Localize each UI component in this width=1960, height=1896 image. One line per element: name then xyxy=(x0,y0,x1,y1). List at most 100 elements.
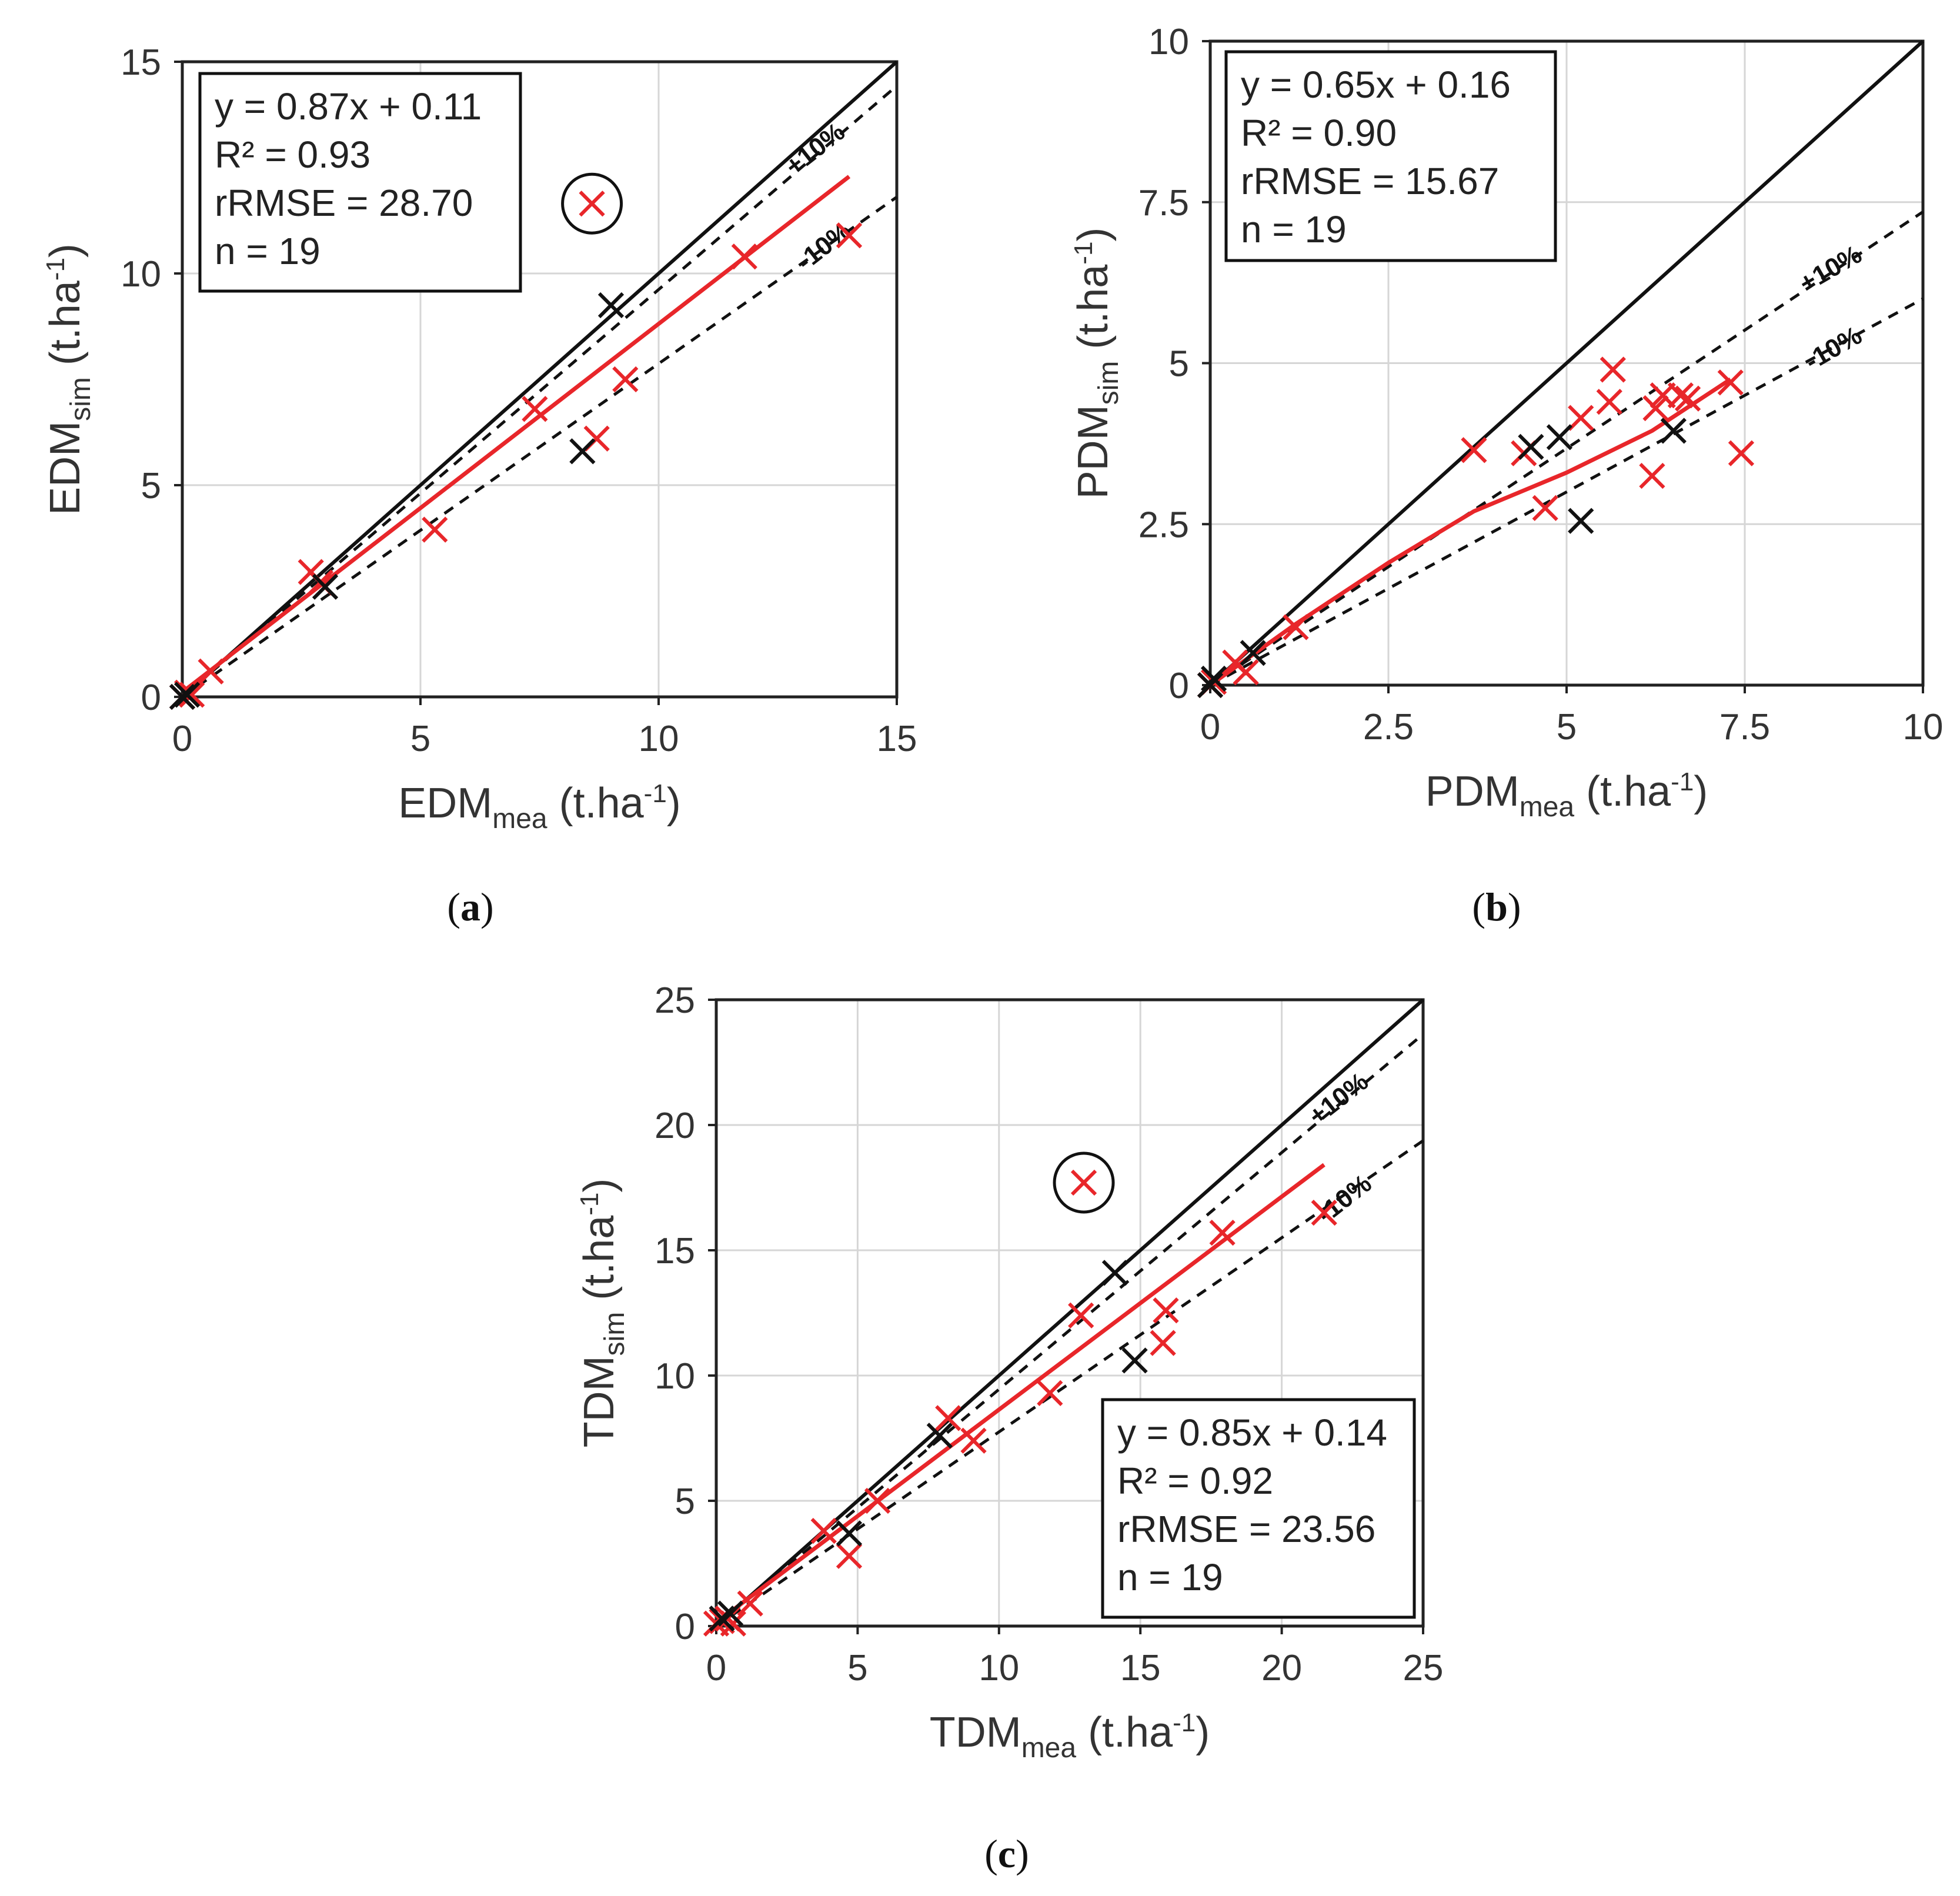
black-data-point xyxy=(1660,418,1687,444)
x-tick-label: 5 xyxy=(1557,707,1577,747)
red-data-point xyxy=(1728,440,1755,466)
stats-line: R² = 0.92 xyxy=(1117,1460,1273,1502)
y-tick-label: 15 xyxy=(655,1231,695,1271)
red-data-point xyxy=(1311,1199,1337,1226)
y-tick-label: 0 xyxy=(675,1607,695,1647)
minus10-line xyxy=(1209,297,1924,687)
x-tick-label: 25 xyxy=(1403,1648,1444,1688)
outlier-circle xyxy=(561,172,623,235)
red-data-point xyxy=(1233,659,1259,686)
red-data-point xyxy=(1068,1302,1094,1328)
one-to-one-line xyxy=(181,60,898,699)
stats-line: R² = 0.93 xyxy=(215,133,370,176)
stats-line: y = 0.65x + 0.16 xyxy=(1241,64,1511,106)
black-data-point xyxy=(1197,672,1224,699)
red-data-point xyxy=(1674,385,1701,412)
y-tick-label: 5 xyxy=(675,1481,695,1522)
black-data-point xyxy=(717,1600,744,1627)
black-data-point xyxy=(173,682,201,708)
y-tick-label: 15 xyxy=(121,42,161,83)
y-tick-label: 20 xyxy=(655,1106,695,1146)
x-tick-label: 0 xyxy=(706,1648,726,1688)
chart-panel-c: 0 5 10 15 20 25 0 5 10 15 20 25 TDMmea (t.ha-1) TDMsi… xyxy=(575,980,1443,1876)
red-data-point xyxy=(836,222,863,249)
x-tick-label: 0 xyxy=(1200,707,1220,747)
chart-panel-a: 0 5 10 15 0 5 10 15 EDMmea (t.ha-1) EDMsim (t.ha-… xyxy=(41,42,917,929)
plus10-line xyxy=(715,1033,1424,1627)
red-data-point xyxy=(1070,1169,1097,1196)
stats-box xyxy=(198,72,522,293)
panel-label: (c) xyxy=(984,1831,1029,1876)
red-data-point xyxy=(1461,437,1487,463)
red-data-point xyxy=(1153,1297,1179,1324)
y-tick-label: 0 xyxy=(1169,666,1189,706)
red-data-point xyxy=(1600,356,1626,383)
black-data-point xyxy=(1200,665,1227,692)
y-tick-label: 5 xyxy=(141,466,161,506)
x-tick-label: 10 xyxy=(1903,707,1944,747)
red-data-point xyxy=(864,1487,891,1514)
stats-line: n = 19 xyxy=(215,230,320,272)
y-tick-label: 10 xyxy=(121,254,161,295)
minus10-line xyxy=(181,195,898,699)
red-data-point xyxy=(579,191,605,217)
y-tick-label: 10 xyxy=(1148,22,1189,62)
black-data-point xyxy=(1546,424,1573,450)
black-data-point xyxy=(1518,433,1544,460)
minus10-label: -10% xyxy=(1312,1169,1377,1229)
red-data-point xyxy=(1283,614,1309,640)
x-tick-label: 0 xyxy=(172,719,192,759)
x-tick-label: 5 xyxy=(410,719,430,759)
x-tick-label: 2.5 xyxy=(1363,707,1414,747)
red-data-point xyxy=(731,243,757,270)
black-data-point xyxy=(1240,640,1266,666)
x-axis-label: PDMmea (t.ha-1) xyxy=(1425,767,1708,823)
x-tick-label: 5 xyxy=(847,1648,867,1688)
y-tick-label: 10 xyxy=(655,1356,695,1397)
stats-box xyxy=(1224,50,1557,262)
red-data-point xyxy=(810,1517,837,1544)
black-data-point xyxy=(1121,1347,1148,1374)
panel-label: (a) xyxy=(447,884,493,929)
x-tick-label: 10 xyxy=(979,1648,1019,1688)
red-data-point xyxy=(1568,405,1594,431)
y-tick-label: 2.5 xyxy=(1138,505,1189,545)
red-data-point xyxy=(1532,495,1558,521)
y-tick-label: 0 xyxy=(141,677,161,718)
plot-frame xyxy=(181,60,899,699)
stats-line: rRMSE = 23.56 xyxy=(1117,1508,1375,1550)
y-axis-label: TDMsim (t.ha-1) xyxy=(575,1179,630,1448)
black-data-point xyxy=(926,1423,953,1449)
regression-line xyxy=(1208,377,1732,687)
red-data-point xyxy=(1209,1220,1236,1246)
black-data-point xyxy=(1568,508,1594,534)
red-data-point xyxy=(522,396,548,422)
plot-frame xyxy=(714,998,1425,1628)
stats-line: rRMSE = 15.67 xyxy=(1241,160,1499,202)
stats-box xyxy=(1101,1398,1416,1619)
stats-line: rRMSE = 28.70 xyxy=(215,182,473,224)
red-data-point xyxy=(737,1590,763,1617)
stats-line: y = 0.87x + 0.11 xyxy=(215,85,482,128)
x-tick-label: 15 xyxy=(1120,1648,1161,1688)
red-data-point xyxy=(935,1405,961,1431)
outlier-circle xyxy=(1053,1151,1115,1214)
x-axis-label: EDMmea (t.ha-1) xyxy=(398,779,681,834)
plus10-line xyxy=(181,85,898,698)
one-to-one-line xyxy=(1208,39,1925,687)
red-data-point xyxy=(422,516,448,543)
black-data-point xyxy=(312,573,339,600)
y-axis-label: PDMsim (t.ha-1) xyxy=(1069,228,1124,499)
y-tick-label: 7.5 xyxy=(1138,183,1189,223)
red-data-point xyxy=(836,1543,863,1569)
minus10-label: -10% xyxy=(1800,321,1866,376)
red-data-point xyxy=(179,682,205,708)
minus10-label: -10% xyxy=(792,216,857,276)
plus10-label: +10% xyxy=(1794,240,1866,298)
x-tick-label: 15 xyxy=(877,719,917,759)
plus10-label: +10% xyxy=(780,117,850,181)
x-tick-label: 20 xyxy=(1261,1648,1302,1688)
black-data-point xyxy=(569,438,596,465)
stats-line: n = 19 xyxy=(1117,1556,1223,1598)
